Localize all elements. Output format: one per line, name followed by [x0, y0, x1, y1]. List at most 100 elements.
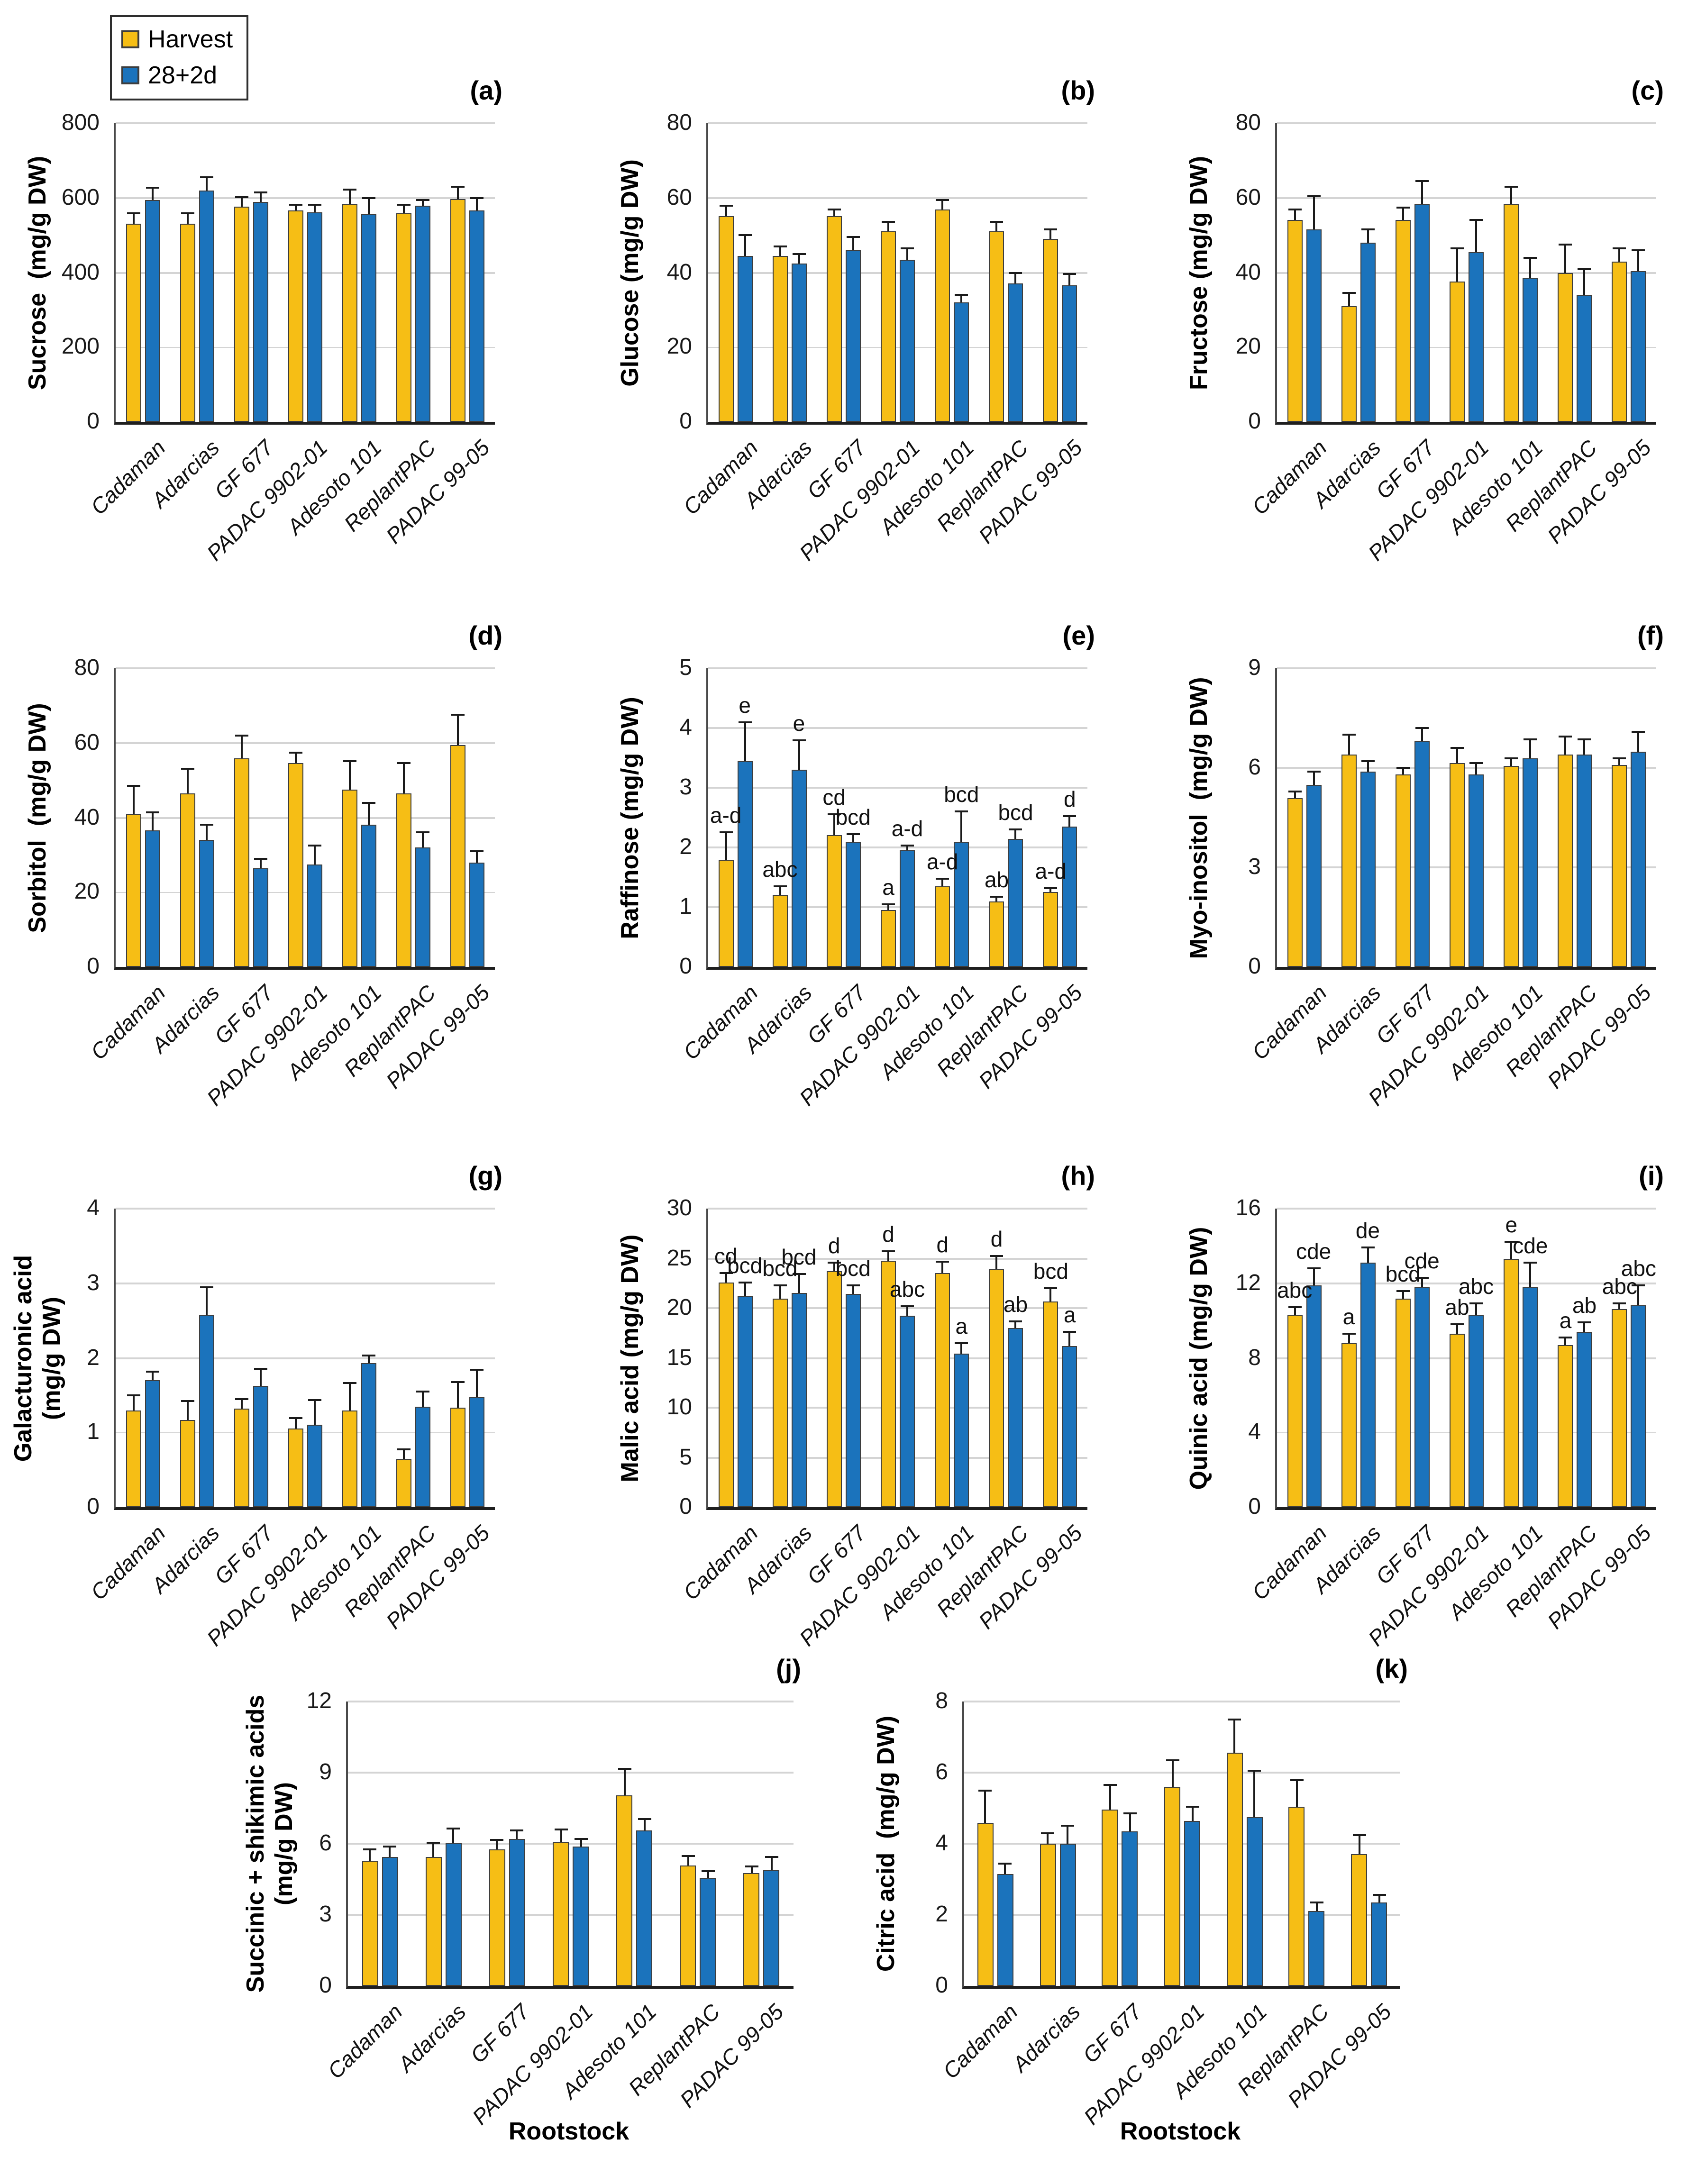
error-bar — [1294, 791, 1296, 798]
bar-28-2d — [1577, 295, 1592, 422]
x-axis-title: Rootstock — [508, 2117, 630, 2145]
bar-28-2d — [1062, 1346, 1077, 1507]
error-bar-cap — [1044, 228, 1058, 231]
error-bar-cap — [1044, 1287, 1058, 1289]
error-bar — [295, 752, 297, 764]
bar-28-2d — [1414, 741, 1430, 967]
bar-harvest — [425, 1856, 442, 1986]
error-bar-cap — [397, 762, 411, 764]
error-bar-cap — [181, 212, 194, 214]
error-bar-cap — [1415, 1276, 1429, 1279]
error-bar-cap — [1310, 1901, 1323, 1903]
bar-28-2d — [415, 205, 431, 422]
error-bar — [457, 1382, 459, 1408]
error-bar — [1421, 1277, 1423, 1287]
error-bar — [887, 1251, 889, 1261]
bar-harvest — [1612, 764, 1627, 967]
plot-area-a — [114, 122, 495, 425]
bar-harvest — [180, 1420, 195, 1507]
error-bar — [1564, 1337, 1567, 1345]
error-bar-cap — [1361, 228, 1375, 231]
bar-harvest — [288, 1429, 303, 1507]
significance-letter: cde — [1296, 1239, 1332, 1264]
y-tick-label: 9 — [1248, 655, 1261, 681]
significance-letter: bcd — [944, 782, 979, 807]
error-bar — [750, 1866, 753, 1874]
error-bar — [1564, 736, 1567, 755]
bar-harvest — [450, 745, 466, 967]
error-bar-cap — [882, 903, 895, 905]
error-bar-cap — [1307, 770, 1321, 772]
gridline — [708, 197, 1087, 199]
y-tick-label: 3 — [1248, 854, 1261, 880]
error-bar-cap — [1396, 206, 1410, 209]
bar-28-2d — [307, 1425, 322, 1507]
bar-harvest — [1043, 892, 1058, 967]
error-bar — [770, 1856, 773, 1870]
bar-28-2d — [1360, 771, 1376, 967]
error-bar — [314, 204, 316, 212]
error-bar-cap — [1632, 1284, 1645, 1286]
y-tick-label: 9 — [319, 1759, 332, 1785]
gridline — [964, 1914, 1400, 1916]
significance-letter: abc — [1621, 1256, 1656, 1281]
panel-tag: (i) — [1639, 1161, 1664, 1191]
bar-harvest — [1341, 1343, 1357, 1507]
bar-28-2d — [415, 1406, 431, 1507]
gridline — [116, 1208, 495, 1210]
bar-harvest — [718, 1282, 734, 1507]
significance-letter: bcd — [998, 800, 1033, 825]
bar-28-2d — [1469, 1315, 1484, 1507]
bar-28-2d — [1577, 755, 1592, 967]
bar-28-2d — [145, 200, 160, 422]
y-tick-label: 25 — [666, 1245, 692, 1271]
gridline — [116, 272, 495, 273]
gridline — [116, 197, 495, 199]
significance-letter: a-d — [1035, 858, 1067, 883]
bar-28-2d — [145, 830, 160, 967]
error-bar — [205, 1287, 208, 1315]
error-bar — [1367, 229, 1369, 243]
error-bar — [369, 1849, 371, 1860]
bar-28-2d — [900, 1316, 915, 1507]
error-bar-cap — [451, 714, 465, 716]
significance-letter: a — [955, 1313, 968, 1338]
gridline — [1277, 866, 1656, 868]
error-bar-cap — [181, 768, 194, 770]
bar-harvest — [1558, 273, 1573, 422]
error-bar-cap — [882, 1250, 895, 1253]
error-bar — [1191, 1806, 1193, 1821]
error-bar — [259, 192, 262, 202]
error-bar-cap — [1613, 1302, 1626, 1305]
error-bar-cap — [1186, 1805, 1199, 1808]
bar-28-2d — [1008, 283, 1023, 422]
bar-28-2d — [954, 302, 969, 422]
y-tick-label: 12 — [1235, 1270, 1261, 1296]
error-bar — [1510, 1242, 1513, 1259]
bar-harvest — [342, 203, 358, 422]
y-tick-label: 0 — [679, 1494, 692, 1520]
bar-harvest — [1226, 1753, 1243, 1986]
error-bar-cap — [1559, 1336, 1572, 1338]
error-bar-cap — [362, 801, 376, 804]
error-bar — [995, 1256, 998, 1270]
bar-28-2d — [1469, 774, 1484, 967]
significance-letter: bcd — [835, 1256, 871, 1281]
bar-harvest — [1504, 203, 1519, 422]
error-bar-cap — [397, 203, 411, 206]
error-bar — [1475, 220, 1477, 252]
bar-28-2d — [737, 761, 753, 967]
error-bar-cap — [451, 185, 465, 188]
bar-28-2d — [415, 847, 431, 967]
y-tick-label: 4 — [935, 1830, 948, 1856]
error-bar — [1068, 1332, 1071, 1346]
y-tick-label: 0 — [935, 1973, 948, 1998]
error-bar-cap — [427, 1841, 440, 1844]
significance-letter: a — [882, 874, 894, 900]
bar-28-2d — [1469, 252, 1484, 422]
y-tick-label: 4 — [1248, 1419, 1261, 1445]
bar-28-2d — [1062, 285, 1077, 422]
error-bar — [349, 1383, 351, 1410]
y-axis-label: Myo-inositol (mg/g DW) — [1184, 676, 1213, 959]
y-tick-label: 2 — [679, 834, 692, 860]
